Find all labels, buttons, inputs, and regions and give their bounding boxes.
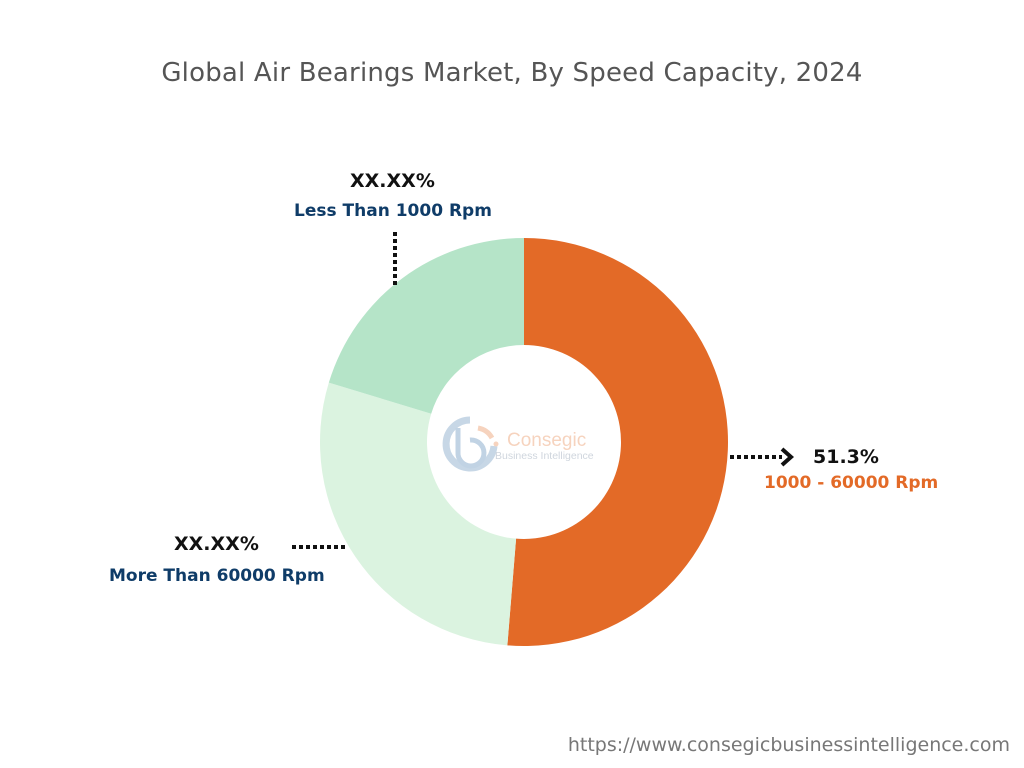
donut-slice-less-than-1000-rpm: [328, 238, 524, 414]
arrow-head-icon: [780, 447, 795, 467]
source-url: https://www.consegicbusinessintelligence…: [567, 734, 1010, 756]
category-label-less-than-1000: Less Than 1000 Rpm: [294, 201, 492, 221]
category-label-1000-60000: 1000 - 60000 Rpm: [764, 473, 939, 493]
category-label-more-than-60000: More Than 60000 Rpm: [109, 566, 325, 586]
value-label-less-than-1000: XX.XX%: [350, 170, 435, 192]
logo-text: Consegic: [507, 430, 586, 451]
value-label-more-than-60000: XX.XX%: [174, 533, 259, 555]
donut-slice-more-than-60000-rpm: [319, 382, 517, 646]
watermark-logo: Consegic Business Intelligence: [442, 416, 594, 472]
chart-title: Global Air Bearings Market, By Speed Cap…: [161, 58, 863, 88]
donut-slice-1000-60000-rpm: [507, 238, 728, 646]
value-label-1000-60000: 51.3%: [813, 446, 879, 468]
logo-subtext: Business Intelligence: [495, 450, 594, 462]
